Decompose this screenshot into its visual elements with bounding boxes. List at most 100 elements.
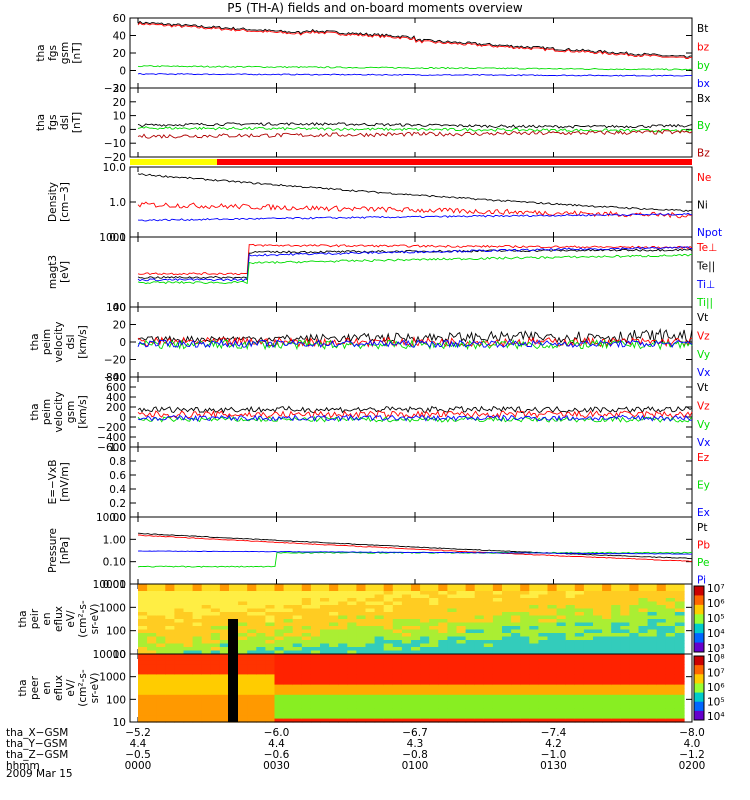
panel-vgsm <box>129 376 693 448</box>
legend-Vt: Vt <box>697 382 708 394</box>
legend-Ne: Ne <box>697 172 711 184</box>
footer-value: 0000 <box>125 760 152 772</box>
y-axis-label: tha <box>29 403 41 420</box>
footer-value: −1.2 <box>679 749 705 761</box>
legend-bz: bz <box>697 41 710 53</box>
colorbar-label: 10⁵ <box>707 697 725 709</box>
y-axis-label: [nT] <box>71 112 83 133</box>
y-tick-label: 0 <box>119 124 126 136</box>
y-axis-label: en <box>41 612 53 625</box>
y-axis-label: tha <box>29 333 41 350</box>
y-axis-label: [cm−3] <box>59 182 71 222</box>
y-axis-label: velocity <box>53 321 65 362</box>
y-tick-label: 0.1 <box>109 232 126 244</box>
y-axis-label: [nT] <box>71 42 83 63</box>
legend-Te⊥: Te⊥ <box>696 242 717 254</box>
y-tick-label: 20 <box>113 320 126 332</box>
footer-row-label: tha_X−GSM <box>6 727 68 739</box>
mode-bar-slow <box>130 159 217 165</box>
series-Vz <box>137 335 693 348</box>
y-tick-label: 0.2 <box>109 498 126 510</box>
y-tick-label: 0 <box>119 66 126 78</box>
footer-value: 0130 <box>540 760 567 772</box>
y-axis-label: [km/s] <box>77 395 89 429</box>
y-tick-label: 10 <box>113 717 126 729</box>
legend-Ni: Ni <box>697 200 708 212</box>
ion-spectrogram <box>138 584 685 655</box>
y-tick-label: 400 <box>106 392 126 404</box>
panel-frame <box>129 166 693 238</box>
y-tick-label: 1.00 <box>103 534 126 546</box>
series-Pe <box>137 551 693 568</box>
colorbar-label: 10³ <box>707 643 725 655</box>
panel-temp <box>129 236 693 308</box>
y-tick-label: 0.4 <box>109 484 126 496</box>
series-Pt <box>137 532 692 559</box>
y-axis-label: tha <box>17 679 29 696</box>
series-Bz <box>137 129 693 139</box>
y-axis-label: sr-eV) <box>89 673 101 704</box>
mode-bar-fast <box>217 159 692 165</box>
y-axis-label: [km/s] <box>77 325 89 359</box>
y-axis-label: peim <box>41 329 53 355</box>
y-axis-label: eflux <box>53 606 65 632</box>
series-Ne <box>137 201 693 219</box>
panel-bdsl <box>129 87 693 158</box>
legend-By: By <box>697 120 710 132</box>
chart-title: P5 (TH-A) fields and on-board moments ov… <box>227 1 523 15</box>
y-tick-label: 10000 <box>93 579 126 591</box>
y-axis-label: (cm²-s- <box>77 669 89 707</box>
series-Bt <box>137 20 693 58</box>
y-tick-label: 10 <box>113 111 126 123</box>
y-tick-label: 100 <box>106 626 126 638</box>
y-axis-label: eV/ <box>65 679 77 697</box>
y-axis-label: eflux <box>53 675 65 701</box>
y-axis-label: peir <box>29 608 41 629</box>
y-tick-label: 600 <box>106 382 126 394</box>
y-tick-label: 1000 <box>99 602 126 614</box>
legend-Vt: Vt <box>697 312 708 324</box>
colorbar-label: 10⁶ <box>707 598 725 610</box>
footer-value: −8.0 <box>679 727 705 739</box>
legend-Pb: Pb <box>697 539 710 551</box>
legend-Vz: Vz <box>697 330 710 342</box>
y-tick-label: 1000 <box>99 232 126 244</box>
elec-spectrogram <box>138 654 685 723</box>
y-tick-label: 20 <box>113 48 126 60</box>
legend-Pe: Pe <box>697 557 709 569</box>
y-axis-label: tha <box>17 610 29 627</box>
y-tick-label: 0.6 <box>109 470 126 482</box>
panel-frame <box>129 516 693 585</box>
footer-value: −6.7 <box>402 727 428 739</box>
y-tick-label: 0 <box>119 337 126 349</box>
y-tick-label: 40 <box>113 302 126 314</box>
y-axis-label: gsm <box>59 42 71 64</box>
legend-Vx: Vx <box>697 367 710 379</box>
series-Vy <box>137 416 693 423</box>
y-tick-label: 100 <box>106 302 126 314</box>
y-axis-label: peim <box>41 399 53 425</box>
legend-by: by <box>697 60 710 72</box>
panel-pressure <box>129 516 693 585</box>
footer-value: 4.2 <box>545 738 562 750</box>
series-Vx <box>137 339 693 349</box>
y-axis-label: magt3 <box>47 255 59 289</box>
y-axis-label: fgs <box>47 115 59 131</box>
y-tick-label: 10000 <box>93 649 126 661</box>
y-axis-label: dsl <box>59 115 71 130</box>
legend-Ez: Ez <box>697 452 710 464</box>
panel-efield <box>129 446 693 518</box>
y-tick-label: −10 <box>104 138 126 150</box>
panel-frame <box>129 653 693 723</box>
footer-value: −1.0 <box>541 749 567 761</box>
footer-value: −0.8 <box>402 749 428 761</box>
colorbar-elec <box>693 655 705 721</box>
colorbar-label: 10⁶ <box>707 682 725 694</box>
legend-Ti⊥: Ti⊥ <box>696 279 715 291</box>
series-Npot <box>137 212 693 222</box>
y-tick-label: 0.0 <box>109 512 126 524</box>
panel-frame <box>129 376 693 448</box>
footer-row-label: tha_Y−GSM <box>6 738 68 750</box>
legend-Ey: Ey <box>697 480 710 492</box>
y-tick-label: 0.8 <box>109 456 126 468</box>
